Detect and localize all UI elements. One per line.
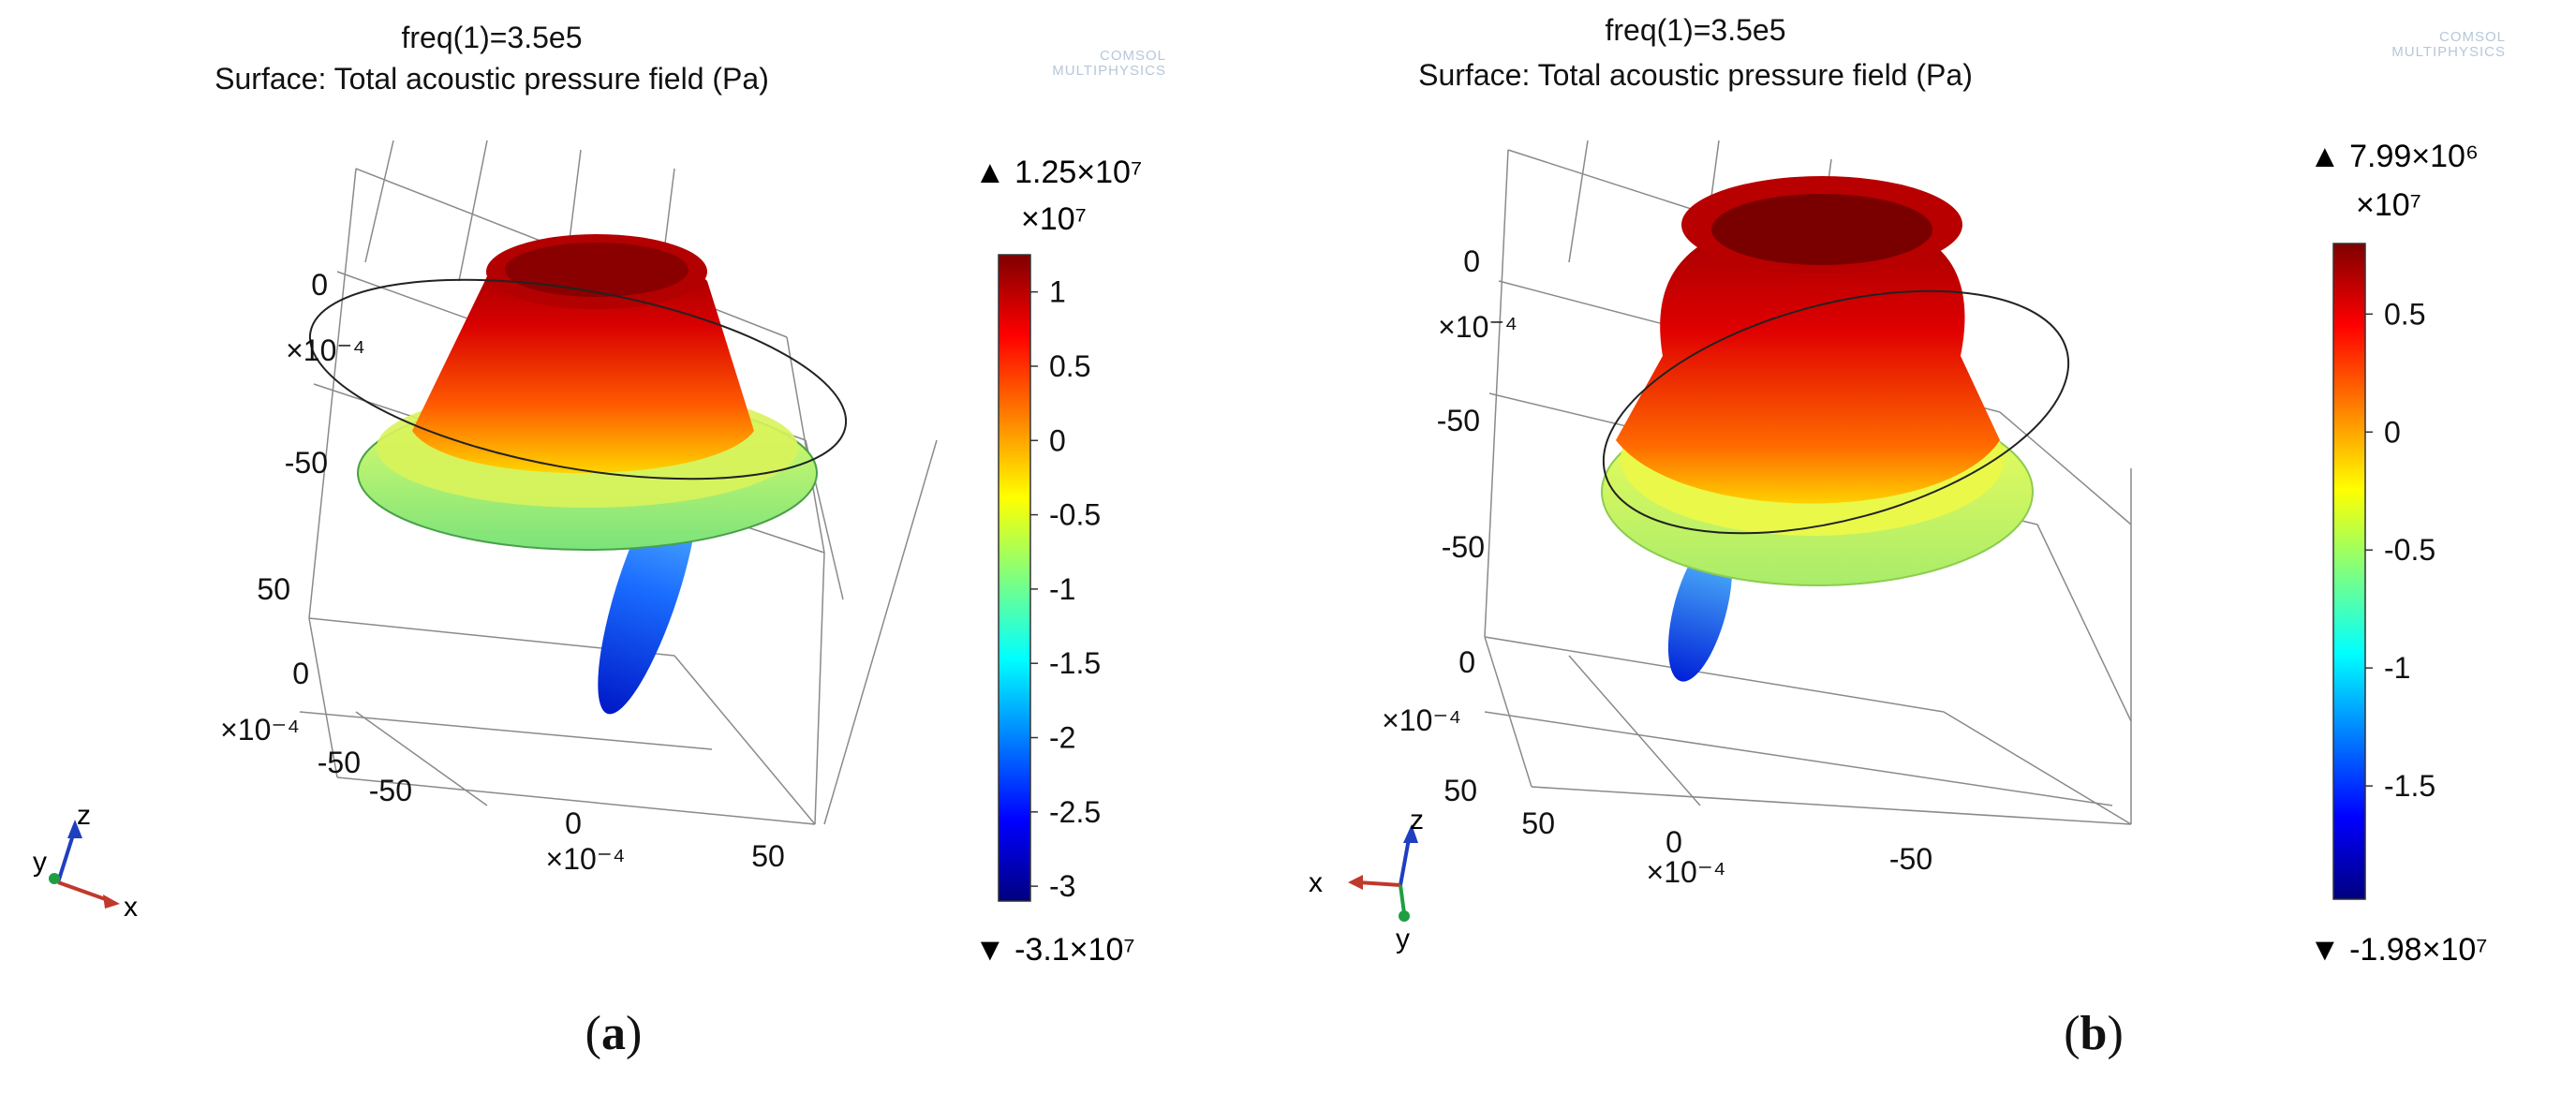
y-tick-1: 0 <box>1458 645 1475 679</box>
panel-label-b: (b) <box>2064 1007 2124 1060</box>
y-tick-0: 50 <box>257 572 290 606</box>
triad-z: z <box>77 800 91 831</box>
z-tick-1: -50 <box>285 446 328 480</box>
panel-label-a: (a) <box>585 1007 643 1060</box>
z-tick-0: 0 <box>1463 244 1480 278</box>
colorbar-bar <box>998 254 1031 902</box>
colorbar-tick-label: -3 <box>1049 869 1075 903</box>
plot-canvas: 0 ×10⁻⁴ -50 50 0 ×10⁻⁴ -50 -50 0 ×10⁻⁴ 5… <box>33 140 1142 968</box>
colorbar-tick-label: -1.5 <box>1049 646 1101 680</box>
plot-subtitle: Surface: Total acoustic pressure field (… <box>1418 58 1973 92</box>
colorbar: ▲ 7.99×10⁶ ×10⁷ 0.5 0 -0.5 -1 -1.5 ▼ -1.98×1… <box>2309 139 2488 968</box>
x-tick-1: 0 <box>565 806 582 840</box>
colorbar: ▲ 1.25×10⁷ ×10⁷ 10.50-0.5-1-1.5-2-2.5-3 … <box>974 155 1142 968</box>
y-tick-0: -50 <box>1442 530 1485 564</box>
panel-b: freq(1)=3.5e5 Surface: Total acoustic pr… <box>1288 0 2576 1109</box>
triad-x: x <box>124 892 138 923</box>
axis-labels: 0 ×10⁻⁴ -50 -50 0 ×10⁻⁴ 50 50 0 ×10⁻⁴ -5… <box>1382 244 1932 889</box>
x-tick-2: 50 <box>751 839 785 873</box>
plot-title: freq(1)=3.5e5 <box>1605 13 1786 47</box>
source-ring <box>308 278 848 481</box>
y-tick-2: 50 <box>1443 774 1477 807</box>
colorbar-tick-label: -1 <box>1049 572 1075 606</box>
colorbar-tick-label: 0 <box>2384 415 2401 449</box>
comsol-watermark: COMSOL MULTIPHYSICS <box>2391 29 2506 60</box>
colorbar-tick-label: -2 <box>1049 721 1075 755</box>
x-tick-0: -50 <box>369 774 412 807</box>
colorbar-max-label: ▲ 7.99×10⁶ <box>2309 139 2479 174</box>
triad-y: y <box>33 847 47 878</box>
triad-y: y <box>1396 924 1410 954</box>
pressure-surface <box>1601 176 2070 682</box>
plot-title: freq(1)=3.5e5 <box>401 21 583 54</box>
triad-x: x <box>1309 867 1323 898</box>
colorbar-tick-label: 0.5 <box>1049 349 1090 383</box>
colorbar-tick-label: 1 <box>1049 275 1066 309</box>
colorbar-tick-label: -1.5 <box>2384 769 2435 803</box>
panel-a: freq(1)=3.5e5 Surface: Total acoustic pr… <box>33 21 1166 1060</box>
colorbar-ticks: 1 0.5 0 -0.5 -1 -1.5 -2 -2.5 -3 <box>1030 275 1101 903</box>
pressure-surface <box>308 234 848 715</box>
plot-canvas: 0 ×10⁻⁴ -50 -50 0 ×10⁻⁴ 50 50 0 ×10⁻⁴ -5… <box>1309 139 2488 968</box>
axis-triad: z y x <box>33 800 138 923</box>
z-exp-label: ×10⁻⁴ <box>286 333 365 367</box>
y-exp-label: ×10⁻⁴ <box>220 713 300 747</box>
z-tick-1: -50 <box>1437 404 1480 437</box>
axis-triad: z x y <box>1309 805 1424 954</box>
colorbar-tick-label: 0 <box>1049 423 1066 457</box>
x-tick-0: 50 <box>1521 806 1555 840</box>
colorbar-tick-label: -1 <box>2384 651 2410 685</box>
colorbar-max-label: ▲ 1.25×10⁷ <box>974 155 1142 190</box>
colorbar-tick-label: 0.5 <box>2384 297 2425 331</box>
surface-cap <box>412 244 754 473</box>
x-exp-label: ×10⁻⁴ <box>1647 855 1726 889</box>
colorbar-min-label: ▼ -1.98×10⁷ <box>2309 932 2488 968</box>
z-exp-label: ×10⁻⁴ <box>1438 310 1517 344</box>
x-tick-2: -50 <box>1889 842 1932 876</box>
colorbar-scale-label: ×10⁷ <box>1021 201 1087 237</box>
y-exp-label: ×10⁻⁴ <box>1382 703 1461 737</box>
colorbar-scale-label: ×10⁷ <box>2356 187 2421 223</box>
comsol-watermark: COMSOL MULTIPHYSICS <box>1052 48 1166 79</box>
y-tick-2: -50 <box>318 746 361 779</box>
colorbar-bar <box>2332 243 2366 900</box>
surface-cap <box>1616 215 2000 504</box>
x-tick-1: 0 <box>1666 825 1682 859</box>
source-ring <box>1602 289 2070 535</box>
colorbar-tick-label: -2.5 <box>1049 795 1101 829</box>
axis-labels: 0 ×10⁻⁴ -50 50 0 ×10⁻⁴ -50 -50 0 ×10⁻⁴ 5… <box>220 268 785 876</box>
triad-z: z <box>1410 805 1424 835</box>
colorbar-min-label: ▼ -3.1×10⁷ <box>974 932 1135 968</box>
z-tick-0: 0 <box>311 268 328 302</box>
colorbar-tick-label: -0.5 <box>1049 498 1101 532</box>
colorbar-ticks: 0.5 0 -0.5 -1 -1.5 <box>2365 297 2435 803</box>
colorbar-tick-label: -0.5 <box>2384 533 2435 567</box>
y-tick-1: 0 <box>292 657 309 690</box>
plot-subtitle: Surface: Total acoustic pressure field (… <box>215 62 769 96</box>
x-exp-label: ×10⁻⁴ <box>546 842 626 876</box>
